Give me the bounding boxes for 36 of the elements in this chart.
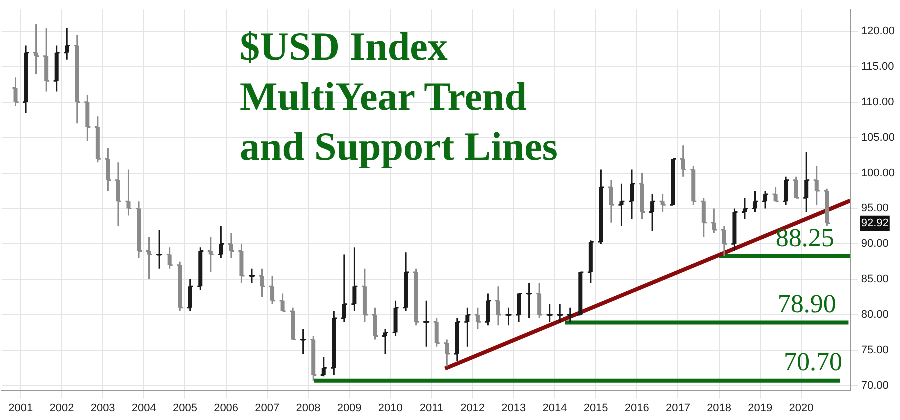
- y-tick-label: 90.00: [861, 238, 889, 250]
- y-tick-label: 115.00: [861, 61, 894, 74]
- text: $USD Index MultiYear Trend and Support Lines: [240, 23, 559, 171]
- y-tick-label: 105.00: [861, 132, 896, 144]
- x-tick-label: 2007: [255, 402, 280, 414]
- x-tick-label: 2004: [132, 402, 156, 414]
- y-tick-label: 80.00: [861, 309, 889, 322]
- x-tick-label: 2005: [172, 402, 198, 414]
- x-tick-label: 2012: [460, 402, 486, 414]
- x-tick-label: 2008: [296, 402, 321, 414]
- x-tick-label: 2009: [337, 402, 362, 414]
- x-tick-label: 2010: [378, 402, 403, 414]
- y-tick-label: 100.00: [861, 167, 896, 180]
- y-tick-label: 95.00: [861, 202, 889, 215]
- y-tick-label: 120.00: [861, 26, 896, 38]
- annotation: 70.70: [784, 348, 843, 377]
- x-tick-label: 2002: [50, 402, 74, 414]
- x-tick-label: 2011: [420, 402, 444, 414]
- annotation: 78.90: [778, 290, 836, 319]
- y-tick-label: 70.00: [861, 380, 889, 392]
- y-tick-label: 92.92: [861, 217, 889, 230]
- x-tick-label: 2019: [748, 402, 773, 414]
- annotation: 88.25: [776, 223, 834, 252]
- y-tick-label: 110.00: [861, 96, 894, 108]
- x-tick-label: 2018: [707, 402, 732, 414]
- x-tick-label: 2014: [542, 402, 568, 414]
- x-tick-label: 2020: [789, 402, 814, 414]
- y-tick-label: 85.00: [861, 274, 889, 286]
- x-tick-label: 2006: [214, 402, 239, 414]
- x-tick-label: 2001: [8, 402, 34, 414]
- x-tick-label: 2003: [90, 402, 116, 414]
- x-tick-label: 2017: [666, 402, 690, 414]
- x-tick-label: 2013: [502, 402, 526, 414]
- y-tick-label: 75.00: [861, 344, 889, 356]
- x-tick-label: 2016: [624, 402, 650, 414]
- x-tick-label: 2015: [584, 402, 608, 414]
